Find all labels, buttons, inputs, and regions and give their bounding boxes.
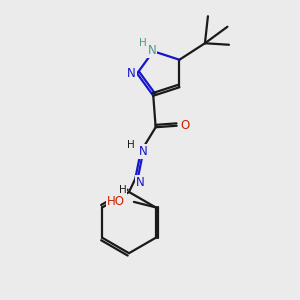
Text: N: N — [136, 176, 145, 189]
Text: HO: HO — [107, 195, 125, 208]
Text: H: H — [119, 185, 127, 195]
Text: N: N — [139, 145, 148, 158]
Text: N: N — [147, 44, 156, 57]
Text: H: H — [127, 140, 135, 150]
Text: H: H — [139, 38, 147, 48]
Text: N: N — [127, 67, 136, 80]
Text: O: O — [180, 119, 190, 132]
